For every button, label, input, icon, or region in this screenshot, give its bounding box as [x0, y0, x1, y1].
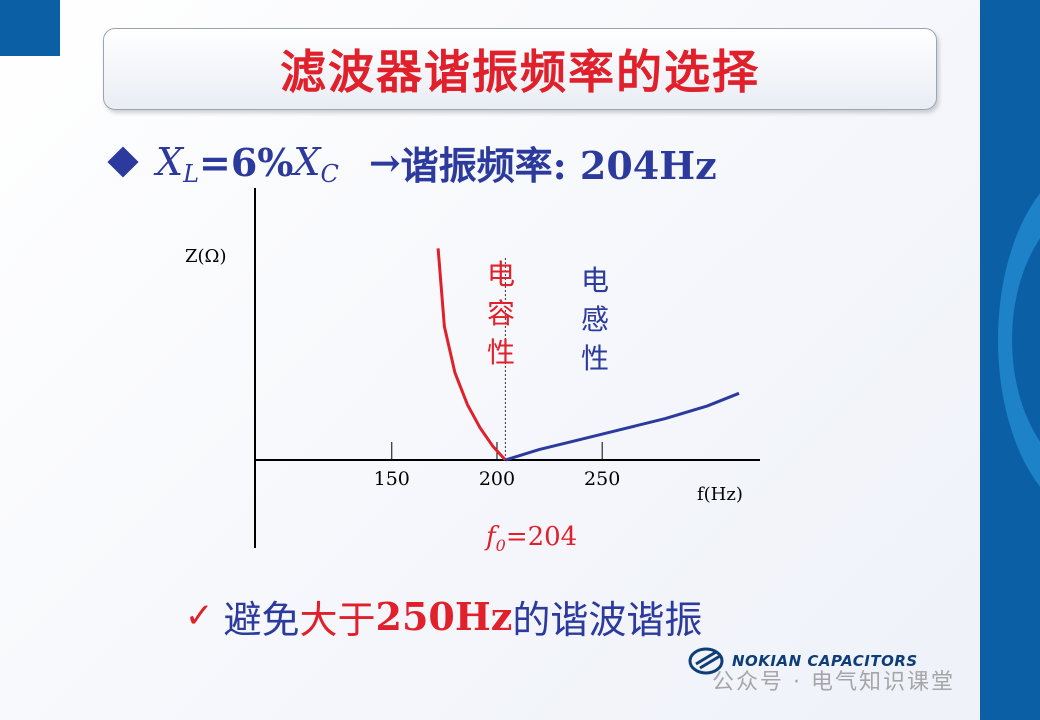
subscript-c: C	[320, 160, 339, 188]
conclusion-line: ✓ 避免 大于 250Hz 的谐波谐振	[185, 588, 702, 644]
watermark-text: 公众号 · 电气知识课堂	[712, 670, 955, 695]
inductive-curve	[504, 391, 740, 462]
conclusion-part-harmonic: 的谐波谐振	[512, 597, 703, 642]
formula-line: X L =6% X C → 谐振频率: 204Hz	[107, 132, 717, 192]
inductive-label-2: 感	[581, 303, 609, 336]
x-var-c: X	[293, 140, 321, 184]
capacitive-curve	[436, 248, 507, 462]
resonance-frequency-text: 谐振频率: 204Hz	[400, 142, 717, 188]
inductive-label-3: 性	[581, 342, 609, 375]
company-logo: NOKIAN CAPACITORS	[688, 646, 918, 676]
arrow-right-icon: →	[368, 139, 401, 185]
conclusion-part-frequency: 250Hz	[375, 593, 513, 639]
title-box: 滤波器谐振频率的选择	[103, 28, 937, 110]
capacitive-label-3: 性	[487, 336, 515, 369]
x-tick-label: 250	[584, 468, 620, 490]
x-axis-label: f(Hz)	[697, 484, 743, 505]
capacitor-logo-icon	[688, 647, 724, 675]
check-icon: ✓	[185, 596, 214, 636]
x-var-l: X	[156, 140, 184, 184]
corner-decoration	[0, 0, 60, 56]
capacitive-label-1: 电	[487, 258, 515, 291]
f0-subscript: 0	[496, 536, 506, 555]
inductive-label-1: 电	[581, 264, 609, 297]
capacitive-label-2: 容	[487, 297, 515, 330]
y-axis-label: Z(Ω)	[185, 246, 226, 267]
logo-text: NOKIAN CAPACITORS	[732, 652, 918, 670]
x-tick-label: 200	[479, 468, 515, 490]
equals-percent: =6%	[199, 139, 294, 185]
conclusion-part-greater: 大于	[299, 597, 376, 642]
side-band-decoration	[980, 0, 1040, 720]
page-title: 滤波器谐振频率的选择	[280, 45, 760, 99]
subscript-l: L	[183, 160, 199, 188]
conclusion-part-avoid: 避免	[223, 597, 300, 642]
f0-value: =204	[506, 522, 577, 552]
f0-annotation: f0=204	[484, 522, 577, 555]
x-tick-label: 150	[374, 468, 410, 490]
